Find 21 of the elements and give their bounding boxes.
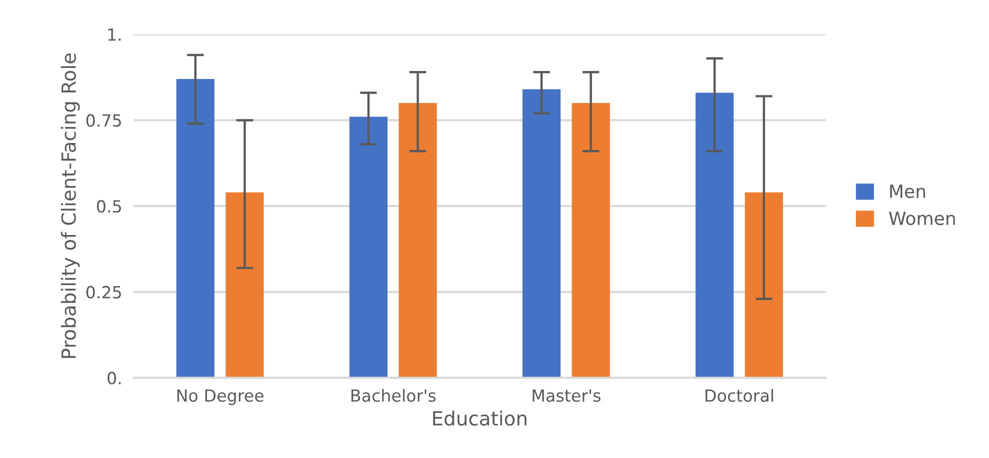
bar xyxy=(744,192,783,378)
bar xyxy=(696,92,734,378)
bar xyxy=(176,79,214,378)
y-tick-label: 0.5 xyxy=(97,200,121,213)
y-tick-label: 0.75 xyxy=(86,114,121,127)
bar xyxy=(398,103,437,378)
x-tick-label: Doctoral xyxy=(706,388,774,402)
bar xyxy=(349,116,388,378)
x-tick-label: No Degree xyxy=(177,389,264,406)
y-axis-title: Probability of Client-Facing Role xyxy=(60,53,80,358)
y-tick-label: 0.25 xyxy=(86,286,121,299)
bar xyxy=(572,103,610,378)
y-tick-label: 1. xyxy=(108,28,121,41)
x-tick-label: Master's xyxy=(532,389,600,402)
legend-label: Men xyxy=(890,184,926,198)
bar xyxy=(226,192,264,378)
x-tick-label: Bachelor's xyxy=(351,388,436,402)
x-axis-title: Education xyxy=(433,410,526,426)
legend-label: Women xyxy=(889,212,955,226)
bar xyxy=(522,89,561,378)
y-tick-label: 0. xyxy=(108,372,121,384)
